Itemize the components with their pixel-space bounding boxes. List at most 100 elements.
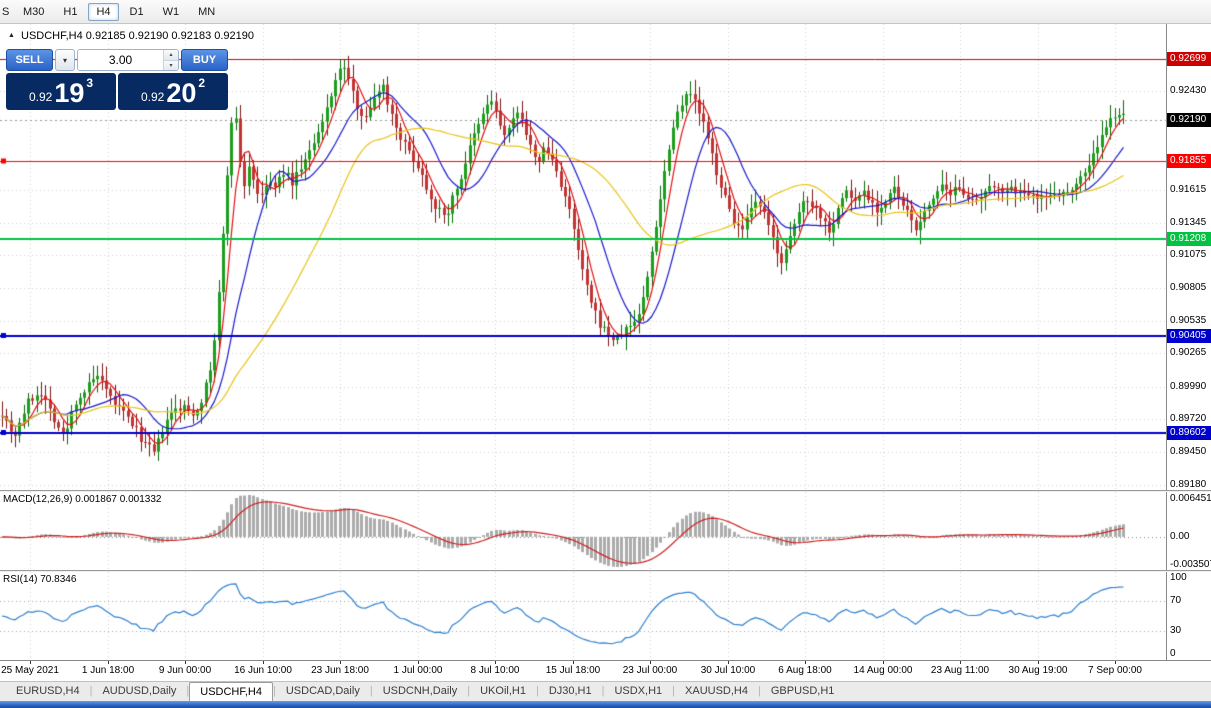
sell-price-digits: 19 (54, 78, 85, 108)
chart-tab-AUDUSD[interactable]: AUDUSD,Daily (102, 685, 177, 697)
time-axis-label: 30 Jul 10:00 (700, 665, 756, 676)
volume-field: ▴ ▾ (77, 49, 179, 71)
time-axis-label: 6 Aug 18:00 (778, 665, 832, 676)
macd-axis-zero: 0.00 (1170, 530, 1190, 542)
time-axis-tick (418, 661, 419, 664)
tab-separator: | (535, 685, 539, 697)
price-axis-tick: 0.90535 (1170, 314, 1207, 326)
time-axis-label: 16 Jun 10:00 (234, 665, 292, 676)
current-price-badge: 0.92190 (1167, 113, 1211, 128)
buy-price-pipette: 2 (198, 76, 206, 90)
sell-price-display[interactable]: 0.92 19 3 (6, 73, 116, 110)
sell-price-prefix: 0.92 (28, 90, 53, 104)
price-axis-tick: 0.92430 (1170, 85, 1207, 97)
time-axis-label: 25 May 2021 (1, 665, 59, 676)
tab-separator: | (757, 685, 761, 697)
price-axis-tick: 0.89720 (1170, 413, 1207, 425)
chart-tab-USDCAD[interactable]: USDCAD,Daily (285, 685, 360, 697)
price-axis-tick: 0.91615 (1170, 183, 1207, 195)
chart-tab-DJ30[interactable]: DJ30,H1 (548, 685, 592, 697)
time-axis[interactable]: 25 May 2021 1 Jun 18:00 9 Jun 00:00 16 Jun … (0, 660, 1211, 681)
chart-tab-UKOil[interactable]: UKOil,H1 (480, 685, 526, 697)
time-axis-tick (340, 661, 341, 664)
time-axis-label: 30 Aug 19:00 (1008, 665, 1068, 676)
time-axis-label: 8 Jul 10:00 (470, 665, 520, 676)
rsi-axis-label: 0 (1170, 648, 1176, 659)
time-axis-tick (883, 661, 884, 664)
taskbar-strip (0, 701, 1211, 708)
chart-tab-USDCHF[interactable]: USDCHF,H4 (189, 682, 273, 701)
timeframe-button-H1[interactable]: H1 (55, 3, 85, 21)
tab-separator: | (273, 685, 276, 697)
time-axis-tick (728, 661, 729, 664)
price-badge-0.89602: 0.89602 (1167, 426, 1211, 441)
volume-decrease-button[interactable]: ▾ (164, 60, 178, 70)
chart-tab-USDX[interactable]: USDX,H1 (614, 685, 663, 697)
price-axis-tick: 0.90265 (1170, 347, 1207, 359)
price-badge-0.91855: 0.91855 (1167, 153, 1211, 168)
price-axis-border (1166, 24, 1167, 660)
time-axis-tick (805, 661, 806, 664)
time-axis-tick (185, 661, 186, 664)
rsi-axis-label: 30 (1170, 625, 1182, 637)
volume-increase-button[interactable]: ▴ (164, 50, 178, 60)
rsi-panel-divider[interactable] (0, 570, 1211, 572)
time-axis-tick (650, 661, 651, 664)
volume-steppers: ▴ ▾ (163, 50, 178, 70)
price-axis-tick: 0.89180 (1170, 478, 1207, 490)
timeframe-button-D1[interactable]: D1 (122, 3, 152, 21)
one-click-trading-panel: SELL ▾ ▴ ▾ BUY 0.92 19 3 0.92 20 2 (6, 49, 228, 110)
macd-panel-canvas[interactable] (0, 492, 1166, 570)
rsi-panel-canvas[interactable] (0, 572, 1166, 660)
time-axis-tick (495, 661, 496, 664)
timeframe-button-W1[interactable]: W1 (155, 3, 188, 21)
timeframe-buttons: M30 H1 H4 D1 W1 MN (15, 2, 226, 21)
volume-input[interactable] (78, 50, 163, 70)
chart-tab-XAUUSD[interactable]: XAUUSD,H4 (685, 685, 748, 697)
price-axis-tick: 0.91345 (1170, 216, 1207, 228)
buy-button[interactable]: BUY (181, 49, 228, 71)
time-axis-tick (30, 661, 31, 664)
time-axis-label: 23 Aug 11:00 (930, 665, 990, 676)
chart-tab-EURUSD[interactable]: EURUSD,H4 (16, 685, 80, 697)
trade-options-dropdown[interactable]: ▾ (55, 49, 75, 71)
price-badge-0.90405: 0.90405 (1167, 329, 1211, 344)
chart-tab-USDCNH[interactable]: USDCNH,Daily (382, 685, 458, 697)
price-axis-tick: 0.90805 (1170, 281, 1207, 293)
tab-separator: | (601, 685, 605, 697)
time-axis-tick (960, 661, 961, 664)
buy-price-display[interactable]: 0.92 20 2 (118, 73, 228, 110)
chart-tab-bar: EURUSD,H4 | AUDUSD,Daily | USDCHF,H4 | USDCAD,… (0, 681, 1211, 701)
tab-separator: | (467, 685, 471, 697)
timeframe-button-MN[interactable]: MN (190, 3, 223, 21)
macd-title: MACD(12,26,9) 0.001867 0.001332 (3, 494, 162, 505)
tab-separator: | (369, 685, 373, 697)
macd-panel-divider[interactable] (0, 490, 1211, 492)
buy-price-digits: 20 (166, 78, 197, 108)
chart-title-ohlc: 0.92185 0.92190 0.92183 0.92190 (85, 30, 255, 42)
buy-price-prefix: 0.92 (140, 90, 165, 104)
time-axis-label: 9 Jun 00:00 (158, 665, 212, 676)
sell-button[interactable]: SELL (6, 49, 53, 71)
timeframe-button-H4[interactable]: H4 (88, 2, 119, 21)
timeframe-button-M30[interactable]: M30 (15, 3, 52, 21)
time-axis-label: 15 Jul 18:00 (545, 665, 601, 676)
price-axis-tick: 0.91075 (1170, 249, 1207, 261)
one-click-collapse-icon[interactable]: ▲ (8, 32, 15, 39)
tab-separator: | (672, 685, 676, 697)
tab-separator: | (186, 685, 190, 697)
price-badge-0.91208: 0.91208 (1167, 232, 1211, 247)
chart-tab-GBPUSD[interactable]: GBPUSD,H1 (770, 685, 835, 697)
price-axis-tick: 0.89990 (1170, 380, 1207, 392)
sell-price-pipette: 3 (86, 76, 94, 90)
time-axis-tick (573, 661, 574, 664)
time-axis-label: 1 Jun 18:00 (81, 665, 135, 676)
rsi-title: RSI(14) 70.8346 (3, 574, 77, 585)
time-axis-label: 14 Aug 00:00 (853, 665, 913, 676)
macd-axis-max: 0.006451 (1170, 493, 1211, 504)
price-axis-tick: 0.89450 (1170, 445, 1207, 457)
chart-title: ▲ USDCHF,H4 0.92185 0.92190 0.92183 0.92… (8, 30, 254, 42)
timeframe-button-partial[interactable]: S (2, 5, 10, 18)
time-axis-tick (108, 661, 109, 664)
